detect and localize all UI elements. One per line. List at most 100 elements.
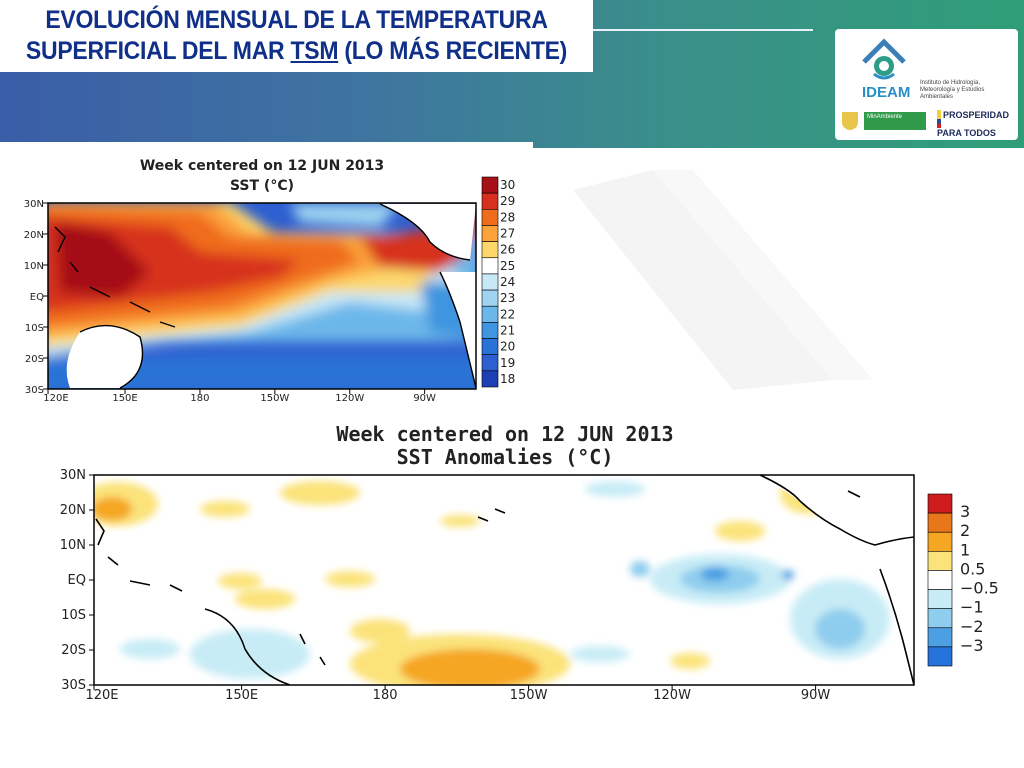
colombia-shield-icon <box>842 112 858 130</box>
anomaly-coastlines <box>95 475 914 685</box>
colorbar-label: 18 <box>500 372 515 386</box>
y-tick-label: 10N <box>24 261 44 272</box>
colorbar-label: 23 <box>500 291 515 305</box>
x-tick-label: 150E <box>112 393 137 404</box>
ministerio-logo: MinAmbiente <box>842 110 930 132</box>
y-tick-label: 10S <box>61 608 86 623</box>
header-divider-line <box>593 29 813 31</box>
y-tick-label: 20N <box>24 230 44 241</box>
colorbar-swatch <box>481 176 499 194</box>
title-line-2-suffix: (LO MÁS RECIENTE) <box>338 37 568 65</box>
ideam-subtitle: Instituto de Hidrología, Meteorología y … <box>920 80 985 100</box>
x-tick-label: 180 <box>373 688 398 703</box>
flag-icon <box>937 110 941 128</box>
y-tick-label: 30N <box>24 199 44 210</box>
colorbar-swatch <box>481 192 499 210</box>
colorbar-swatch <box>927 646 953 667</box>
x-tick-label: 150W <box>510 688 548 703</box>
x-tick-label: 120E <box>43 393 68 404</box>
colorbar-swatch <box>927 512 953 533</box>
sst-field <box>48 203 476 389</box>
y-tick-label: 30S <box>61 678 86 693</box>
colorbar-label: 27 <box>500 227 515 241</box>
colorbar-swatch <box>481 225 499 242</box>
colorbar-swatch <box>481 370 499 388</box>
sst-anomaly-chart: Week centered on 12 JUN 2013 SST Anomali… <box>0 409 1024 709</box>
colorbar-swatch <box>481 273 499 291</box>
title-line-2: SUPERFICIAL DEL MAR TSM (LO MÁS RECIENTE… <box>24 36 570 67</box>
colorbar-swatch <box>927 551 953 571</box>
colorbar-label: 25 <box>500 259 515 273</box>
colorbar-swatch <box>927 608 953 629</box>
ministerio-label: MinAmbiente <box>864 112 926 130</box>
anomaly-y-axis: 30N 20N 10N EQ 10S 20S 30S <box>60 468 94 693</box>
x-tick-label: 180 <box>190 393 209 404</box>
sst-x-axis: 120E 150E 180 150W 120W 90W <box>43 389 436 404</box>
colorbar-swatch <box>481 305 499 323</box>
colorbar-label: 30 <box>500 178 515 192</box>
anomaly-chart-title: Week centered on 12 JUN 2013 <box>336 422 673 446</box>
x-tick-label: 90W <box>413 393 436 404</box>
page-title: EVOLUCIÓN MENSUAL DE LA TEMPERATURA SUPE… <box>24 5 570 67</box>
colorbar-label: 1 <box>960 540 970 559</box>
y-tick-label: 10N <box>60 538 86 553</box>
ideam-logo-icon <box>862 38 906 80</box>
colorbar-swatch <box>481 322 499 339</box>
colorbar-label: −0.5 <box>960 579 999 598</box>
title-line-2-prefix: SUPERFICIAL DEL MAR <box>25 37 291 65</box>
sst-chart-subtitle: SST (°C) <box>230 178 294 194</box>
colorbar-label: 24 <box>500 275 515 289</box>
colorbar-label: −1 <box>960 598 984 617</box>
colorbar-swatch <box>481 289 499 307</box>
anomaly-field <box>94 475 914 685</box>
colorbar-swatch <box>927 570 953 590</box>
colorbar-swatch <box>927 627 953 648</box>
colorbar-label: 3 <box>960 502 970 521</box>
colorbar-label: 0.5 <box>960 559 985 578</box>
colorbar-label: 28 <box>500 210 515 224</box>
colorbar-label: 29 <box>500 194 515 208</box>
prosperidad-logo: PROSPERIDAD PARA TODOS <box>937 110 1013 138</box>
colorbar-label: 22 <box>500 307 515 321</box>
x-tick-label: 150W <box>260 393 289 404</box>
colorbar-swatch <box>481 209 499 226</box>
colorbar-swatch <box>481 354 499 372</box>
y-tick-label: 30S <box>25 385 44 396</box>
anomaly-chart-subtitle: SST Anomalies (°C) <box>397 445 614 469</box>
y-tick-label: 20N <box>60 503 86 518</box>
anomaly-x-axis: 120E 150E 180 150W 120W 90W <box>85 685 830 703</box>
x-tick-label: 120E <box>85 688 118 703</box>
sst-y-axis: 30N 20N 10N EQ 10S 20S 30S <box>24 199 48 396</box>
colorbar-label: 2 <box>960 521 970 540</box>
x-tick-label: 90W <box>801 688 831 703</box>
colorbar-label: 20 <box>500 340 515 354</box>
colorbar-label: −3 <box>960 636 984 655</box>
title-line-1: EVOLUCIÓN MENSUAL DE LA TEMPERATURA <box>45 6 548 34</box>
sst-chart: Week centered on 12 JUN 2013 SST (°C) <box>0 142 533 409</box>
colorbar-swatch <box>927 589 953 609</box>
colorbar-label: 21 <box>500 323 515 337</box>
y-tick-label: 20S <box>25 354 44 365</box>
sst-chart-title: Week centered on 12 JUN 2013 <box>140 158 384 174</box>
colorbar-label: −2 <box>960 617 984 636</box>
colorbar-label: 19 <box>500 356 515 370</box>
colorbar-swatch <box>927 531 953 552</box>
ideam-logo-text: IDEAM <box>862 84 911 101</box>
prosperidad-label: PROSPERIDAD PARA TODOS <box>937 110 1010 138</box>
title-box: EVOLUCIÓN MENSUAL DE LA TEMPERATURA SUPE… <box>0 0 593 72</box>
x-tick-label: 120W <box>653 688 691 703</box>
x-tick-label: 150E <box>225 688 258 703</box>
colorbar-label: 26 <box>500 243 515 257</box>
watermark-shape <box>573 170 873 390</box>
title-tsm: TSM <box>290 37 339 65</box>
x-tick-label: 120W <box>335 393 364 404</box>
y-tick-label: 20S <box>61 643 86 658</box>
sst-colorbar: 30 29 28 27 26 25 24 23 22 21 20 19 18 <box>481 176 515 388</box>
y-tick-label: EQ <box>30 292 44 303</box>
colorbar-swatch <box>927 493 953 514</box>
colorbar-swatch <box>481 257 499 275</box>
y-tick-label: 10S <box>25 323 44 334</box>
colorbar-swatch <box>481 241 499 259</box>
sst-coastlines <box>54 203 476 389</box>
